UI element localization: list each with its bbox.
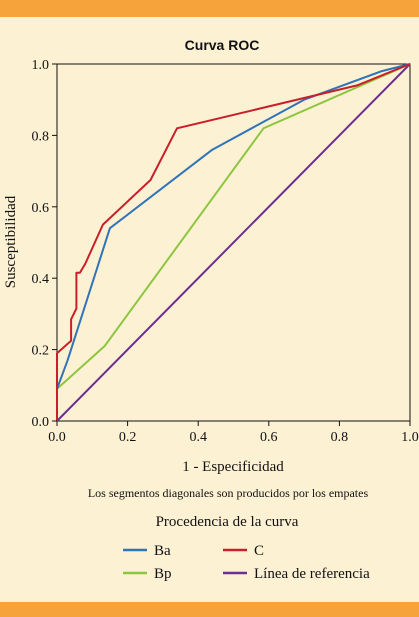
x-tick-label: 0.6 — [260, 430, 278, 445]
x-axis-label: 1 - Especificidad — [182, 459, 284, 475]
x-tick-label: 1.0 — [401, 430, 419, 445]
legend: Ba C Bp Línea de referencia — [123, 543, 370, 582]
chart-title: Curva ROC — [185, 37, 260, 53]
series-line-linea-de-referencia — [56, 63, 411, 422]
legend-label-linea-de-referencia: Línea de referencia — [254, 566, 370, 582]
y-axis-label: Susceptibilidad — [3, 195, 19, 288]
x-tick-label: 0.0 — [48, 430, 66, 445]
x-tick-label: 0.4 — [189, 430, 207, 445]
y-tick-label: 0.0 — [32, 415, 50, 430]
x-tick-label: 0.8 — [331, 430, 349, 445]
legend-label-ba: Ba — [154, 543, 171, 559]
y-tick-label: 0.8 — [32, 129, 50, 144]
y-tick-label: 0.4 — [32, 272, 50, 287]
legend-label-c: C — [254, 543, 264, 559]
legend-title: Procedencia de la curva — [156, 514, 299, 530]
x-tick-label: 0.2 — [119, 430, 137, 445]
series-line-c — [56, 63, 411, 421]
y-tick-label: 0.2 — [32, 344, 50, 359]
ticks-layer: 0.0 0.2 0.4 0.6 0.8 1.0 0.0 0.2 0.4 0.6 0.8 1.0 — [32, 58, 419, 445]
legend-label-bp: Bp — [154, 566, 172, 582]
top-accent-band — [0, 0, 419, 17]
plot-frame — [56, 63, 411, 422]
y-tick-label: 0.6 — [32, 201, 50, 216]
plot-area: 0.0 0.2 0.4 0.6 0.8 1.0 0.0 0.2 0.4 0.6 0.8 1.0 — [32, 58, 419, 445]
y-tick-label: 1.0 — [32, 58, 50, 73]
bottom-accent-band — [0, 602, 419, 617]
series-layer — [56, 63, 411, 422]
series-line-ba — [56, 63, 411, 421]
ties-note: Los segmentos diagonales son producidos … — [88, 486, 369, 500]
